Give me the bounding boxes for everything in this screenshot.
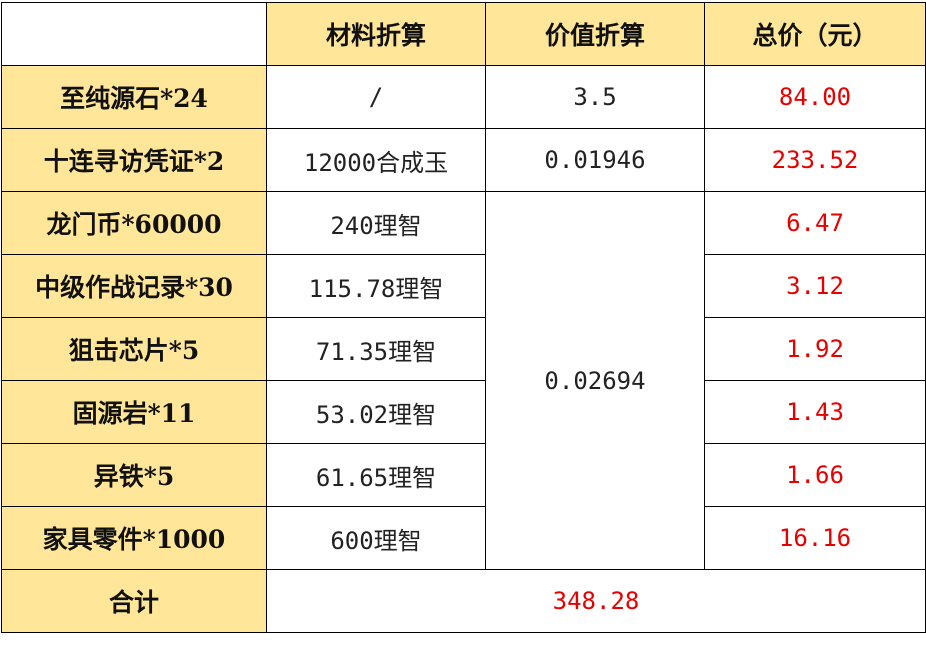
table-row: 十连寻访凭证*2 12000合成玉 0.01946 233.52 — [1, 128, 926, 192]
item-name-cell: 十连寻访凭证*2 — [1, 128, 267, 192]
item-name-cell: 家具零件*1000 — [1, 506, 267, 570]
value-cell: 0.01946 — [485, 128, 705, 192]
value-conversion-table: 材料折算 价值折算 总价（元） 至纯源石*24 / 3.5 84.00 十连寻访… — [1, 2, 926, 633]
material-cell: / — [266, 65, 486, 129]
table-row: 异铁*5 61.65理智 1.66 — [1, 443, 926, 507]
material-cell: 600理智 — [266, 506, 486, 570]
value-cell: 3.5 — [485, 65, 705, 129]
material-cell: 115.78理智 — [266, 254, 486, 318]
summary-total-value: 348.28 — [266, 569, 926, 633]
item-name-cell: 至纯源石*24 — [1, 65, 267, 129]
header-material-conversion: 材料折算 — [266, 2, 486, 66]
total-price-cell: 84.00 — [704, 65, 926, 129]
item-name-cell: 龙门币*60000 — [1, 191, 267, 255]
material-cell: 71.35理智 — [266, 317, 486, 381]
table-row: 家具零件*1000 600理智 16.16 — [1, 506, 926, 570]
item-name-cell: 固源岩*11 — [1, 380, 267, 444]
table-row: 狙击芯片*5 71.35理智 1.92 — [1, 317, 926, 381]
table-row: 至纯源石*24 / 3.5 84.00 — [1, 65, 926, 129]
table-row: 固源岩*11 53.02理智 1.43 — [1, 380, 926, 444]
summary-label: 合计 — [1, 569, 267, 633]
material-cell: 12000合成玉 — [266, 128, 486, 192]
table-row: 中级作战记录*30 115.78理智 3.12 — [1, 254, 926, 318]
total-price-cell: 1.43 — [704, 380, 926, 444]
merged-value-cell: 0.02694 — [485, 191, 705, 570]
item-name-cell: 狙击芯片*5 — [1, 317, 267, 381]
total-price-cell: 3.12 — [704, 254, 926, 318]
item-name-cell: 中级作战记录*30 — [1, 254, 267, 318]
header-total-price: 总价（元） — [704, 2, 926, 66]
header-blank-cell — [1, 2, 267, 66]
total-price-cell: 233.52 — [704, 128, 926, 192]
material-cell: 240理智 — [266, 191, 486, 255]
total-price-cell: 1.66 — [704, 443, 926, 507]
total-price-cell: 16.16 — [704, 506, 926, 570]
header-row: 材料折算 价值折算 总价（元） — [1, 2, 926, 66]
item-name-cell: 异铁*5 — [1, 443, 267, 507]
header-value-conversion: 价值折算 — [485, 2, 705, 66]
table-row: 龙门币*60000 240理智 0.02694 6.47 — [1, 191, 926, 570]
material-cell: 61.65理智 — [266, 443, 486, 507]
total-price-cell: 1.92 — [704, 317, 926, 381]
material-cell: 53.02理智 — [266, 380, 486, 444]
summary-row: 合计 348.28 — [1, 569, 926, 633]
total-price-cell: 6.47 — [704, 191, 926, 255]
